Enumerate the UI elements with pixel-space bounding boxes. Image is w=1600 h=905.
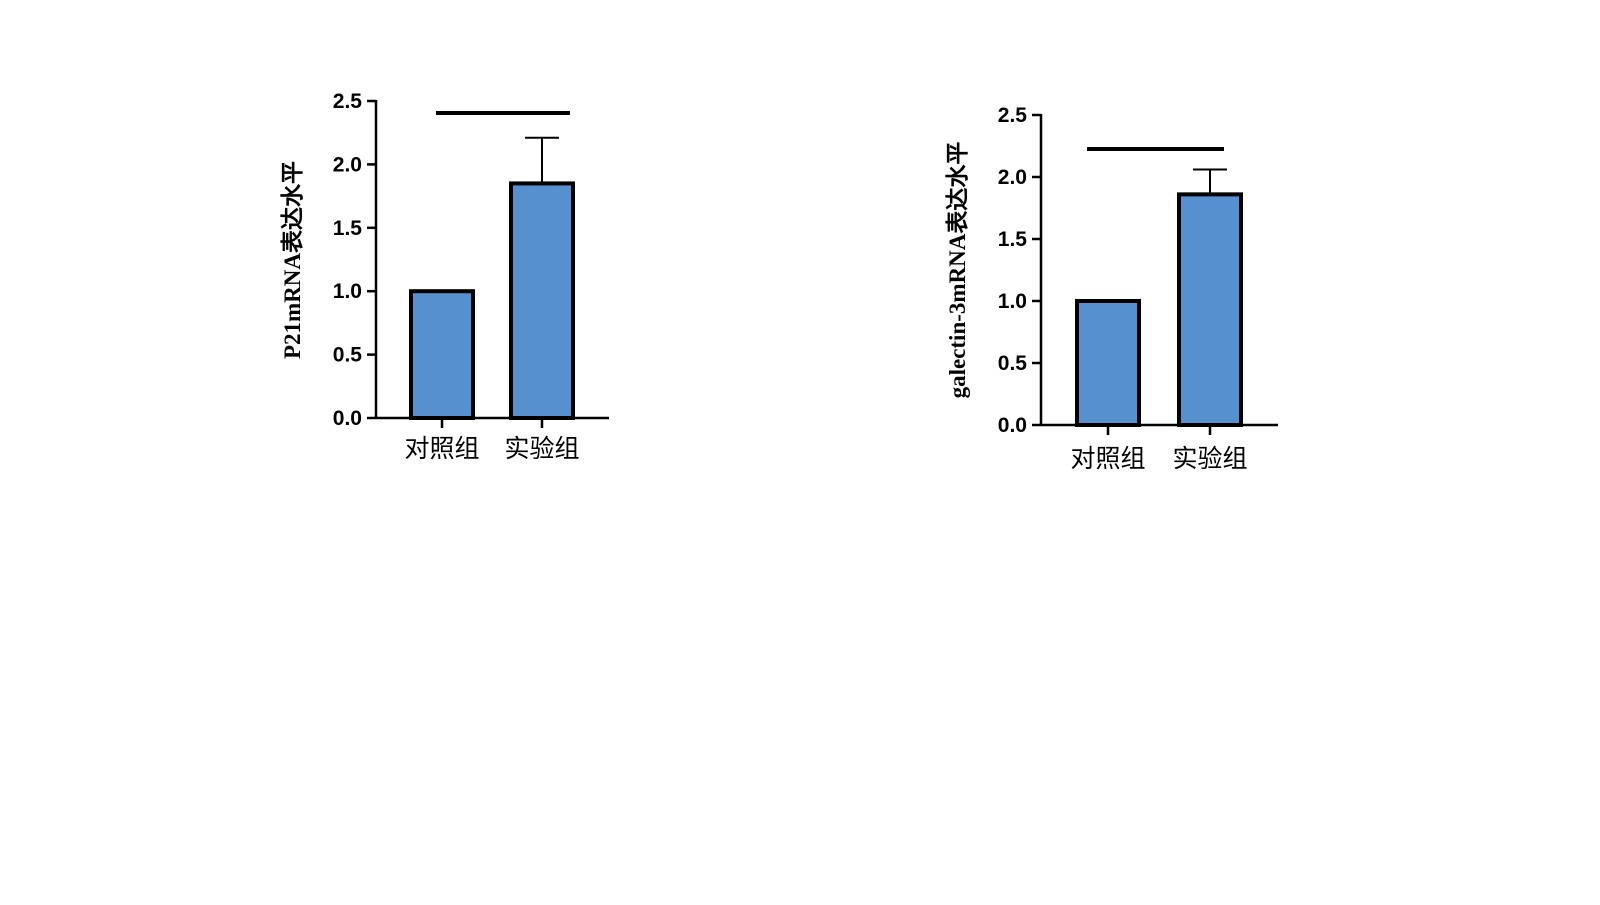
p21-ytick-label-1: 0.5: [333, 344, 363, 367]
p21-category-label-1: 对照组: [404, 434, 479, 463]
p21-y-axis-title: P21mRNA表达水平: [280, 161, 305, 359]
p21-ytick-label-2: 1.0: [333, 280, 362, 303]
p21-ytick-label-5: 2.5: [333, 90, 363, 113]
p21-ytick-label-0: 0.0: [333, 407, 362, 430]
p21-ytick-label-3: 1.5: [333, 217, 363, 240]
galectin3-bar-1: [1075, 299, 1141, 427]
galectin3-ytick-label-3: 1.5: [998, 228, 1028, 251]
galectin3-ytick-label-4: 2.0: [998, 166, 1027, 189]
p21-bar-1: [409, 289, 475, 421]
p21-bar-2: [509, 181, 575, 420]
galectin3-ytick-label-1: 0.5: [998, 352, 1028, 375]
galectin3-ytick-label-5: 2.5: [998, 104, 1028, 127]
galectin3-category-label-1: 对照组: [1070, 444, 1145, 473]
galectin3-y-axis-title: galectin-3mRNA表达水平: [945, 142, 970, 399]
galectin3-category-label-2: 实验组: [1172, 444, 1247, 473]
galectin3-ytick-label-2: 1.0: [998, 290, 1027, 313]
p21-ytick-label-4: 2.0: [333, 153, 362, 176]
galectin3-bar-2: [1177, 192, 1243, 427]
chart-1-p21: 0.0 0.5 1.0 1.5 2.0 2.5 对照组 实验组 P21mRNA表达水平: [280, 90, 609, 463]
chart-2-galectin-3: 0.0 0.5 1.0 1.5 2.0 2.5 对照组 实验组 galectin-3mRNA表达…: [945, 104, 1278, 473]
p21-category-label-2: 实验组: [504, 434, 579, 463]
galectin3-ytick-label-0: 0.0: [998, 414, 1027, 437]
